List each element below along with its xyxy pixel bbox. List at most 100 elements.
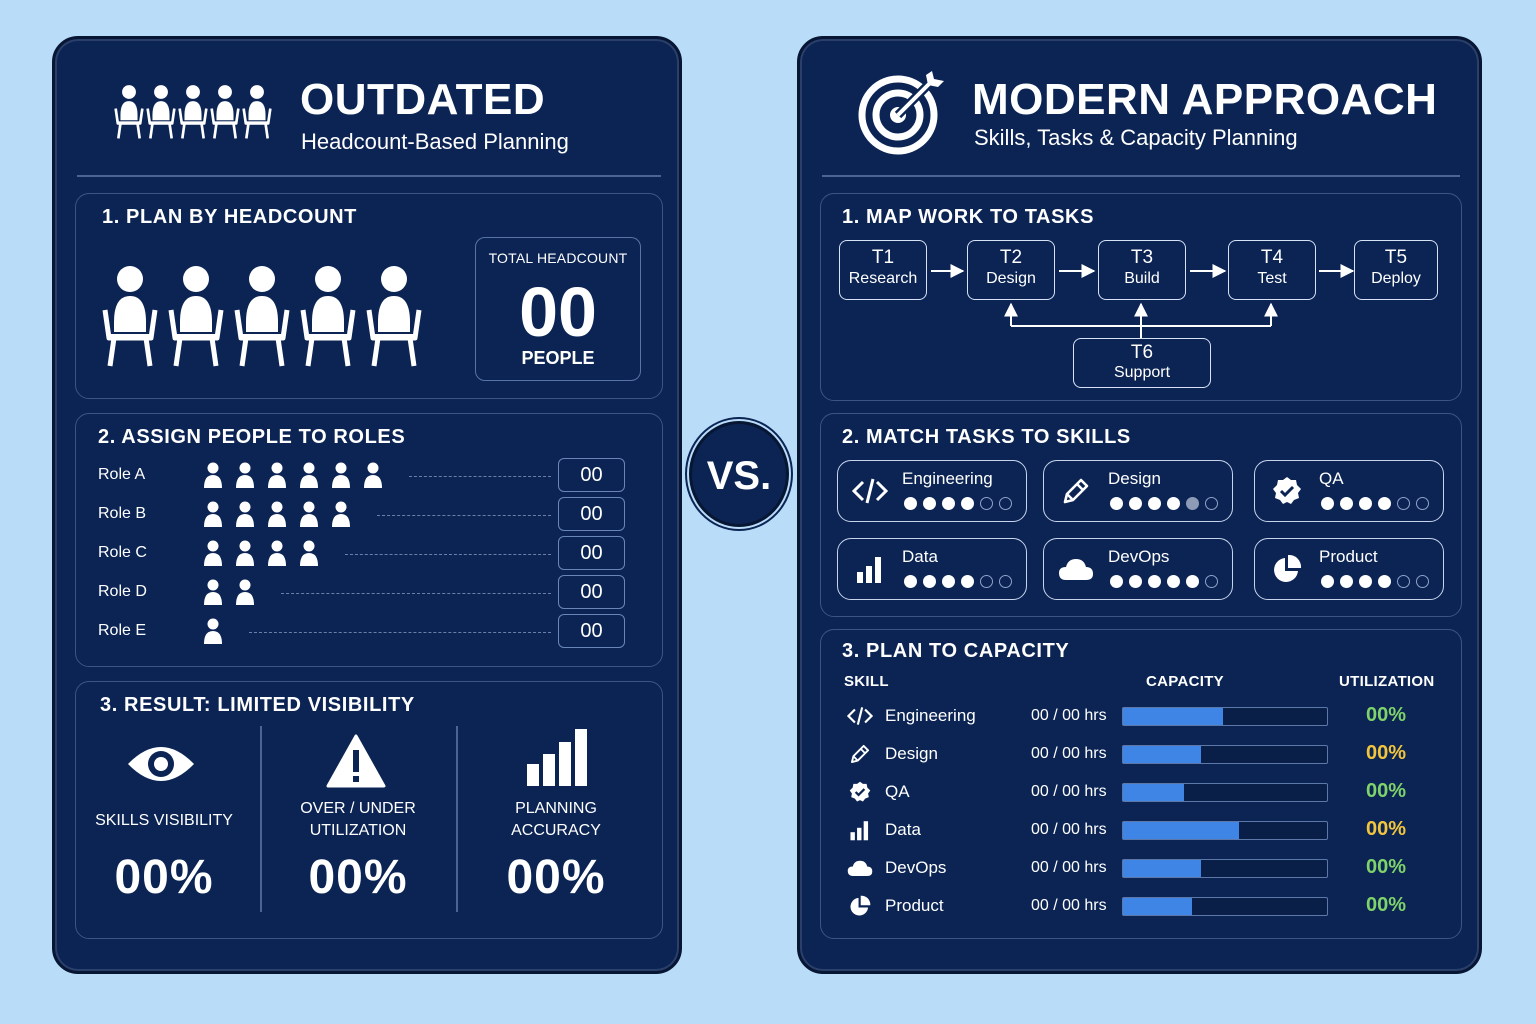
level-dot (1186, 497, 1199, 510)
seated-people-illustration (100, 264, 426, 369)
level-dot (1340, 575, 1353, 588)
skill-card[interactable]: Data (837, 538, 1027, 600)
person-icon (268, 501, 286, 527)
capacity-skill-name: QA (885, 782, 910, 801)
metric-value: 00% (308, 851, 408, 904)
map-work-section: 1. MAP WORK TO TASKS T1 Research T2 Design… (820, 193, 1462, 401)
person-icon (364, 462, 382, 488)
seated-person-icon (303, 266, 353, 366)
connector-line (409, 476, 551, 477)
level-dot (1129, 497, 1142, 510)
modern-panel: MODERN APPROACH Skills, Tasks & Capacity… (797, 36, 1482, 974)
skill-level-dots (1321, 575, 1429, 588)
role-count-box: 00 (558, 575, 625, 609)
section-title: 3. RESULT: LIMITED VISIBILITY (100, 694, 415, 716)
col-utilization: UTILIZATION (1339, 673, 1435, 690)
people-seated-icon (114, 83, 272, 140)
total-headcount-box: TOTAL HEADCOUNT 00 PEOPLE (475, 237, 641, 381)
capacity-bar-fill (1123, 746, 1201, 763)
person-icon (236, 540, 254, 566)
utilization-value: 00% (1366, 894, 1407, 916)
utilization-value: 00% (1366, 704, 1407, 726)
capacity-skill-name: Data (885, 820, 921, 839)
level-dot (923, 497, 936, 510)
level-dot (961, 497, 974, 510)
section-title: 2. ASSIGN PEOPLE TO ROLES (98, 426, 406, 448)
skill-card[interactable]: Product (1254, 538, 1444, 600)
assign-roles-section: 2. ASSIGN PEOPLE TO ROLES Role A 00 Role B… (75, 413, 663, 667)
task-t3[interactable]: T3 Build (1098, 240, 1186, 300)
skill-card[interactable]: Design (1043, 460, 1233, 522)
skill-level-dots (904, 575, 1012, 588)
level-dot (1110, 575, 1123, 588)
person-icon (236, 501, 254, 527)
capacity-bar (1122, 745, 1328, 764)
level-dot (1110, 497, 1123, 510)
cloud-icon (1059, 559, 1093, 580)
capacity-bar (1122, 821, 1328, 840)
task-t4[interactable]: T4 Test (1228, 240, 1316, 300)
role-count-box: 00 (558, 614, 625, 648)
role-label: Role B (98, 505, 147, 522)
level-dot (1148, 497, 1161, 510)
role-count-box: 00 (558, 497, 625, 531)
pie-chart-icon (1274, 554, 1302, 582)
utilization-value: 00% (1366, 856, 1407, 878)
code-icon (847, 706, 873, 726)
skill-level-dots (1110, 497, 1218, 510)
capacity-bar-fill (1123, 708, 1223, 725)
connector-line (345, 554, 551, 555)
level-dot (923, 575, 936, 588)
person-icon (204, 579, 222, 605)
level-dot (904, 575, 917, 588)
person-icon (236, 579, 254, 605)
level-dot (1359, 497, 1372, 510)
connector-line (281, 593, 551, 594)
level-dot (1359, 575, 1372, 588)
metric-value: 00% (506, 851, 606, 904)
seated-person-icon (237, 266, 287, 366)
skill-level-dots (904, 497, 1012, 510)
capacity-hours: 00 / 00 hrs (1031, 821, 1107, 838)
person-icon (204, 462, 222, 488)
skill-card[interactable]: Engineering (837, 460, 1027, 522)
right-title: MODERN APPROACH (972, 75, 1438, 124)
skill-name: Product (1319, 547, 1378, 566)
level-dot (1321, 497, 1334, 510)
person-icon (300, 501, 318, 527)
plan-capacity-section: 3. PLAN TO CAPACITY SKILL CAPACITY UTILI… (820, 629, 1462, 939)
level-dot (1397, 497, 1410, 510)
section-title: 1. MAP WORK TO TASKS (842, 206, 1095, 228)
level-dot (1167, 497, 1180, 510)
task-t2[interactable]: T2 Design (967, 240, 1055, 300)
header-divider (822, 175, 1460, 177)
col-skill: SKILL (844, 673, 889, 690)
section-title: 2. MATCH TASKS TO SKILLS (842, 426, 1131, 448)
total-headcount-value: 00 (519, 273, 597, 351)
utilization-value: 00% (1366, 818, 1407, 840)
pencil-icon (850, 744, 870, 764)
target-icon (858, 71, 944, 155)
skill-card[interactable]: DevOps (1043, 538, 1233, 600)
pie-chart-icon (850, 895, 871, 916)
divider (260, 726, 262, 912)
bar-chart-icon (527, 729, 587, 786)
seated-person-icon (105, 266, 155, 366)
person-icon (268, 462, 286, 488)
col-capacity: CAPACITY (1146, 673, 1224, 690)
level-dot (1148, 575, 1161, 588)
capacity-bar-fill (1123, 860, 1201, 877)
task-t5[interactable]: T5 Deploy (1354, 240, 1438, 300)
level-dot (1186, 575, 1199, 588)
task-t6[interactable]: T6 Support (1073, 338, 1211, 388)
capacity-bar-fill (1123, 784, 1185, 801)
skill-card[interactable]: QA (1254, 460, 1444, 522)
capacity-skill-name: Engineering (885, 706, 976, 725)
divider (456, 726, 458, 912)
role-count-box: 00 (558, 536, 625, 570)
capacity-bar (1122, 783, 1328, 802)
task-t1[interactable]: T1 Research (839, 240, 927, 300)
skill-name: DevOps (1108, 547, 1170, 566)
level-dot (904, 497, 917, 510)
plan-by-headcount-section: 1. PLAN BY HEADCOUNT TOTAL HEADCOUNT 00 … (75, 193, 663, 399)
